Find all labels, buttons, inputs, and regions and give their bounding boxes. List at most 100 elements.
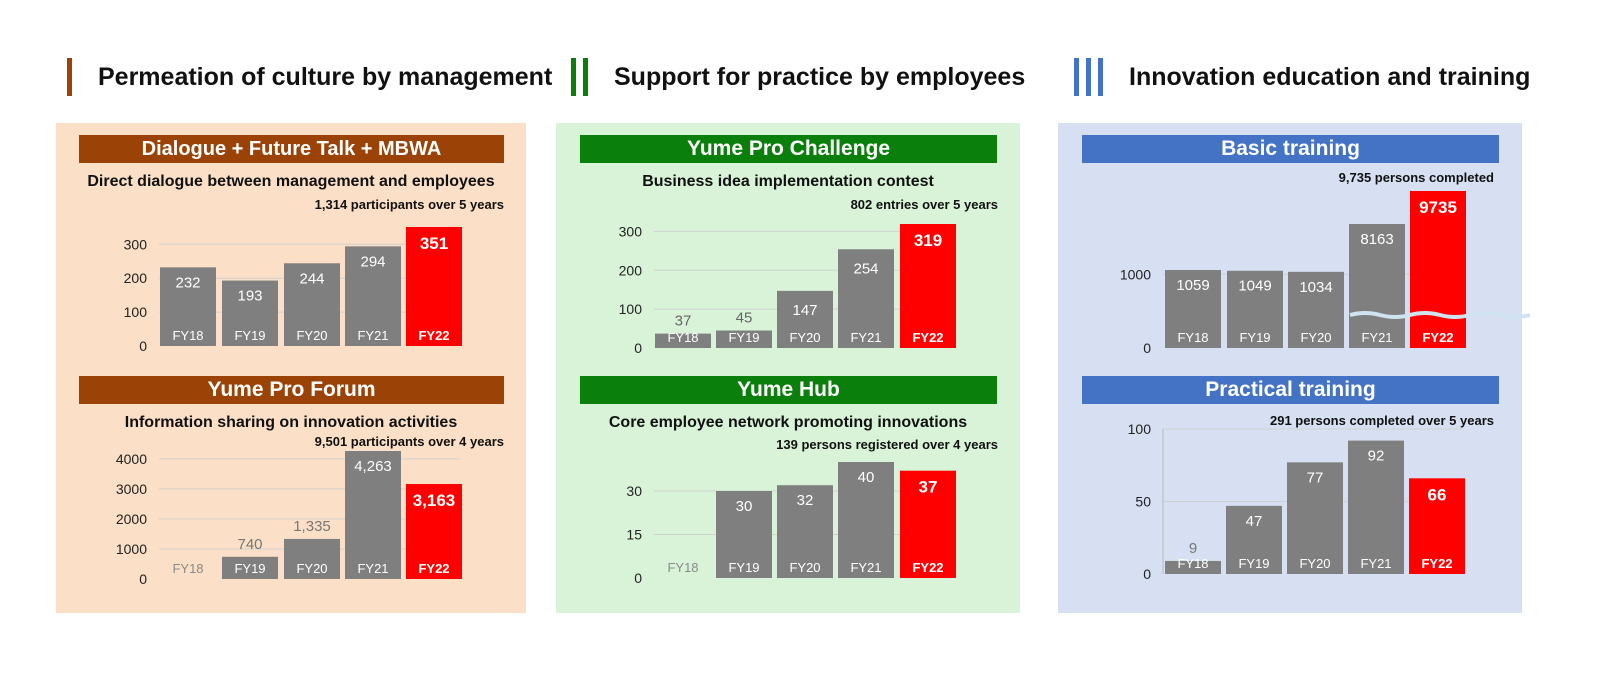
bar-fy19 [1226, 505, 1282, 574]
y-tick-label: 15 [626, 527, 642, 543]
bar-fy19 [222, 556, 278, 579]
chart-banner-practical: Practical training [1082, 376, 1499, 404]
x-category-label: FY18 [172, 561, 203, 576]
axis-break-line [1349, 311, 1531, 319]
roman-numeral-i-icon [67, 58, 72, 96]
x-category-label: FY21 [1361, 330, 1392, 345]
data-label: 92 [1368, 448, 1385, 465]
bar-fy20 [1288, 271, 1344, 348]
x-category-label: FY21 [1360, 556, 1391, 571]
section-title-culture: Permeation of culture by management [67, 57, 552, 97]
data-label: 77 [1307, 469, 1324, 486]
data-label: 47 [1246, 513, 1263, 530]
x-category-label: FY18 [667, 330, 698, 345]
bar-fy22 [900, 224, 956, 348]
x-category-label: FY21 [850, 560, 881, 575]
data-label: 8163 [1360, 231, 1393, 248]
y-tick-label: 1000 [1120, 266, 1151, 282]
chart-banner-basic: Basic training [1082, 135, 1499, 163]
data-label: 45 [736, 310, 753, 327]
chart-banner-dialogue: Dialogue + Future Talk + MBWA [79, 135, 504, 163]
y-tick-label: 0 [139, 338, 147, 354]
x-category-label: FY20 [789, 560, 820, 575]
y-tick-label: 100 [124, 304, 148, 320]
bar-fy21 [345, 451, 401, 579]
chart-forum: 0 1000 2000 3000 4000 FY18 FY19 740 FY20 1,335 FY2… [116, 451, 462, 587]
section-title-innovation: Innovation education and training [1074, 57, 1530, 97]
x-category-label: FY19 [1238, 556, 1269, 571]
x-category-label: FY18 [172, 328, 203, 343]
x-category-label: FY19 [234, 561, 265, 576]
data-label: 30 [736, 498, 753, 515]
x-category-label: FY22 [1422, 330, 1453, 345]
chart-note-forum: 9,501 participants over 4 years [314, 434, 504, 449]
data-label: 147 [792, 302, 817, 319]
bar-fy20 [284, 263, 340, 346]
chart-note-practical: 291 persons completed over 5 years [1269, 413, 1494, 428]
chart-banner-challenge: Yume Pro Challenge [580, 135, 997, 163]
y-tick-label: 0 [139, 571, 147, 587]
x-category-label: FY20 [1299, 556, 1330, 571]
section-title-text: Support for practice by employees [614, 62, 1026, 91]
y-tick-label: 100 [1128, 421, 1152, 437]
x-category-label: FY22 [912, 560, 943, 575]
bar-fy21 [345, 246, 401, 346]
bar-fy21 [838, 462, 894, 578]
y-tick-label: 0 [634, 570, 642, 586]
roman-numeral-iii-icon [1074, 58, 1103, 96]
bar-fy20 [777, 290, 833, 348]
x-category-label: FY20 [296, 328, 327, 343]
data-label: 9735 [1419, 198, 1457, 217]
x-category-label: FY20 [296, 561, 327, 576]
x-category-label: FY18 [667, 560, 698, 575]
chart-dialogue: 0 100 200 300 FY18 232 FY19 193 FY20 244 FY21 294 FY… [124, 227, 462, 354]
chart-subtitle-challenge: Business idea implementation contest [642, 173, 934, 190]
bar-fy18 [1165, 560, 1221, 574]
x-category-label: FY19 [728, 560, 759, 575]
chart-hub: 0 15 30 FY18 FY19 30 FY20 32 FY21 40 FY22 37 [626, 462, 956, 586]
chart-banner-hub: Yume Hub [580, 376, 997, 404]
x-category-label: FY22 [418, 561, 449, 576]
chart-note-hub: 139 persons registered over 4 years [776, 437, 998, 452]
chart-note-basic: 9,735 persons completed [1338, 170, 1494, 185]
bar-fy20 [1287, 462, 1343, 574]
data-label: 740 [237, 536, 262, 553]
chart-note-dialogue: 1,314 participants over 5 years [314, 197, 504, 212]
x-category-label: FY21 [357, 561, 388, 576]
chart-subtitle-hub: Core employee network promoting innovati… [608, 414, 968, 431]
bar-fy18 [160, 267, 216, 346]
data-label: 319 [914, 231, 942, 250]
x-category-label: FY18 [1177, 330, 1208, 345]
data-label: 232 [175, 274, 200, 291]
section-title-support: Support for practice by employees [571, 57, 1025, 97]
bar-fy22 [1409, 478, 1465, 574]
chart-subtitle-forum: Information sharing on innovation activi… [124, 414, 458, 431]
bar-fy19 [1227, 270, 1283, 348]
bar-fy19 [222, 280, 278, 346]
data-label: 9 [1189, 540, 1197, 557]
y-tick-label: 4000 [116, 451, 147, 467]
bar-fy20 [284, 538, 340, 579]
y-tick-label: 2000 [116, 511, 147, 527]
data-label: 294 [360, 253, 385, 270]
data-label: 1049 [1238, 278, 1271, 295]
data-label: 40 [858, 469, 875, 486]
y-tick-label: 50 [1135, 494, 1151, 510]
section-title-text: Innovation education and training [1129, 62, 1531, 91]
chart-banner-forum: Yume Pro Forum [79, 376, 504, 404]
y-tick-label: 3000 [116, 481, 147, 497]
data-label: 66 [1428, 485, 1447, 504]
data-label: 351 [420, 234, 448, 253]
y-tick-label: 0 [634, 340, 642, 356]
x-category-label: FY20 [1300, 330, 1331, 345]
bar-fy21 [838, 249, 894, 348]
data-label: 254 [853, 260, 878, 277]
y-tick-label: 200 [619, 262, 643, 278]
chart-subtitle-dialogue: Direct dialogue between management and e… [87, 173, 495, 190]
y-tick-label: 0 [1143, 566, 1151, 582]
panel-culture: Dialogue + Future Talk + MBWA Direct dia… [56, 123, 526, 613]
y-tick-label: 100 [619, 301, 643, 317]
y-tick-label: 200 [124, 270, 148, 286]
